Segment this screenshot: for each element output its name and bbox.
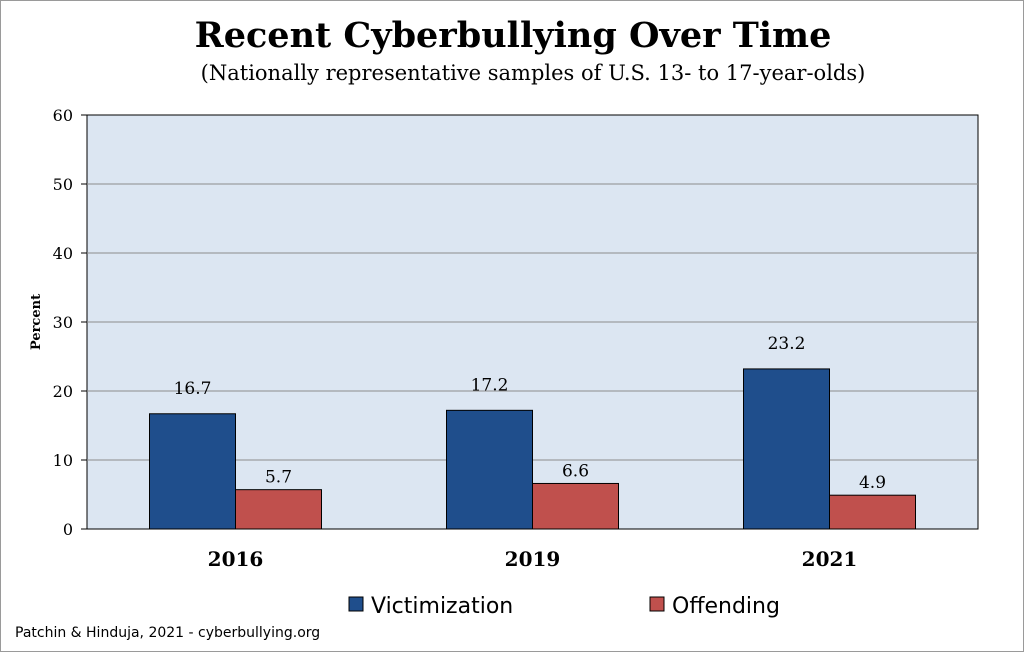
y-tick-label: 30 [53, 313, 73, 332]
chart-title: Recent Cyberbullying Over Time [194, 15, 832, 56]
bar-offending-2021 [829, 494, 916, 530]
bar-offending-2019 [532, 482, 619, 530]
bars: 16.7 5.7 17.2 6.6 23.2 4.9 [149, 334, 916, 530]
bar-victimization-2021 [743, 368, 830, 530]
bar-victimization-2016 [149, 413, 236, 530]
y-tick-label: 40 [53, 244, 73, 263]
legend-label-offending: Offending [672, 594, 780, 619]
x-category-label: 2021 [802, 547, 858, 571]
data-label: 16.7 [174, 379, 212, 399]
data-label: 17.2 [471, 375, 509, 395]
y-tick-label: 50 [53, 175, 73, 194]
legend: Victimization Offending [348, 594, 780, 619]
legend-swatch-victimization [348, 596, 364, 612]
x-axis-categories: 2016 2019 2021 [208, 547, 858, 571]
y-axis-ticks: 0 10 20 30 40 50 60 [53, 106, 87, 539]
data-label: 6.6 [562, 461, 589, 481]
x-category-label: 2016 [208, 547, 264, 571]
y-tick-label: 20 [53, 382, 73, 401]
y-tick-label: 0 [63, 520, 73, 539]
source-credit: Patchin & Hinduja, 2021 - cyberbullying.… [15, 625, 321, 641]
y-tick-label: 10 [53, 451, 73, 470]
data-label: 5.7 [265, 468, 292, 488]
y-tick-label: 60 [53, 106, 73, 125]
legend-label-victimization: Victimization [371, 594, 513, 619]
y-axis-label: Percent [29, 294, 44, 350]
x-category-label: 2019 [505, 547, 561, 571]
bar-offending-2016 [235, 489, 322, 530]
data-label: 23.2 [768, 334, 806, 354]
legend-swatch-offending [649, 596, 665, 612]
bar-victimization-2019 [446, 409, 533, 530]
data-label: 4.9 [859, 473, 886, 493]
chart-subtitle: (Nationally representative samples of U.… [200, 61, 866, 85]
